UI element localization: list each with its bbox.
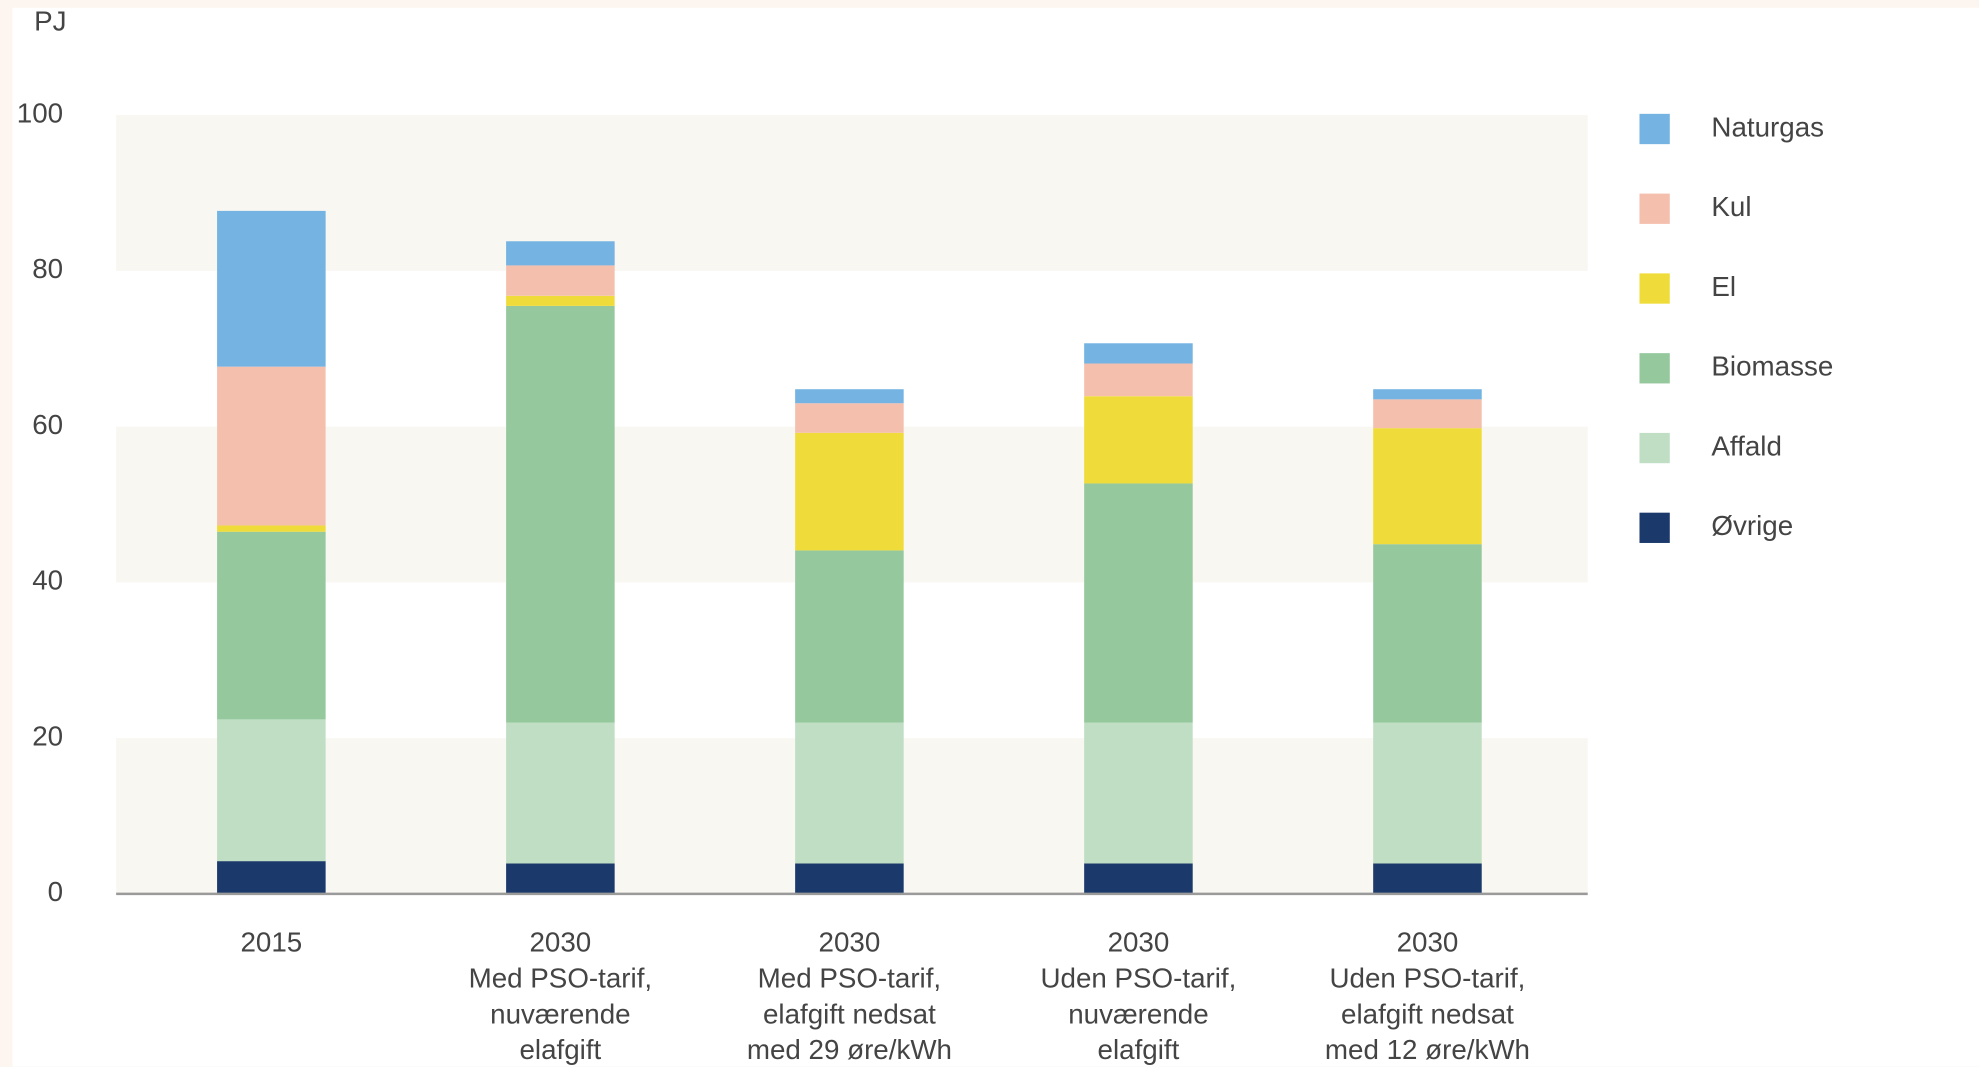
x-tick-label-line: 2030 (1108, 927, 1170, 958)
bar-segment (1084, 396, 1193, 484)
legend-swatch (1639, 273, 1670, 304)
x-tick-label-line: Uden PSO-tarif, (1040, 963, 1236, 994)
x-tick-label: 2030 Med PSO-tarif, nuværende elafgift (469, 927, 653, 1066)
bar-segment (1373, 389, 1482, 400)
x-tick-label: 2030 Uden PSO-tarif, nuværende elafgift (1040, 927, 1236, 1066)
bar-segment (217, 366, 326, 526)
x-tick-label: 2015 (240, 927, 302, 958)
bar-segment (217, 861, 326, 894)
y-tick-label: 0 (48, 876, 63, 907)
x-tick-label-line: elafgift (1098, 1035, 1180, 1066)
legend-label: Affald (1711, 430, 1781, 461)
bar-segment (506, 863, 615, 894)
legend-swatch (1639, 193, 1670, 224)
x-tick-label-line: Uden PSO-tarif, (1330, 963, 1526, 994)
bar-segment (795, 722, 904, 864)
bar-segment (1084, 863, 1193, 894)
legend-swatch (1639, 353, 1670, 384)
x-tick-label-line: 2015 (240, 927, 302, 958)
y-tick-label: 100 (17, 97, 63, 128)
x-tick-label-line: med 29 øre/kWh (747, 1035, 952, 1066)
y-tick-label: 20 (32, 720, 63, 751)
bar-segment (1084, 483, 1193, 723)
x-tick-label-line: elafgift nedsat (763, 999, 936, 1030)
bar-segment (217, 210, 326, 367)
x-tick-label-line: Med PSO-tarif, (469, 963, 653, 994)
bar-segment (1373, 399, 1482, 429)
y-tick-label: 60 (32, 409, 63, 440)
legend-label: Naturgas (1711, 111, 1824, 142)
bar-segment (795, 403, 904, 433)
y-tick-label: 40 (32, 565, 63, 596)
legend-label: El (1711, 271, 1736, 302)
x-tick-label-line: 2030 (1397, 927, 1459, 958)
bar-segment (1084, 343, 1193, 364)
grid-band (116, 115, 1588, 271)
x-tick-label-line: nuværende (490, 999, 630, 1030)
legend-swatch (1639, 512, 1670, 543)
bar-segment (795, 389, 904, 404)
legend-swatch (1639, 432, 1670, 464)
bar-segment (217, 525, 326, 532)
bar-segment (1084, 363, 1193, 397)
bar-segment (1084, 722, 1193, 864)
x-tick-label-line: elafgift (519, 1035, 601, 1066)
x-tick-label-line: Med PSO-tarif, (758, 963, 942, 994)
bar-segment (795, 432, 904, 551)
bar-segment (506, 305, 615, 723)
legend-label: Biomasse (1711, 351, 1833, 382)
bar-segment (1373, 428, 1482, 545)
bar-segment (795, 550, 904, 723)
y-tick-label: 80 (32, 253, 63, 284)
bar-segment (1373, 544, 1482, 723)
bar-segment (1373, 722, 1482, 864)
bar-segment (506, 722, 615, 864)
bar-segment (506, 241, 615, 266)
bar-segment (217, 531, 326, 720)
x-tick-label: 2030 Med PSO-tarif, elafgift nedsat med 29 … (747, 927, 952, 1066)
x-tick-label-line: 2030 (530, 927, 592, 958)
bar-segment (1373, 863, 1482, 894)
legend-label: Kul (1711, 191, 1751, 222)
x-tick-label: 2030 Uden PSO-tarif, elafgift nedsat med 12… (1325, 927, 1530, 1066)
bar-segment (795, 863, 904, 894)
bar-segment (217, 719, 326, 862)
x-tick-label-line: elafgift nedsat (1341, 999, 1514, 1030)
y-axis-label: PJ (34, 5, 66, 36)
bar-segment (506, 295, 615, 306)
x-tick-label-line: 2030 (819, 927, 881, 958)
x-tick-label-line: med 12 øre/kWh (1325, 1035, 1530, 1066)
legend-swatch (1639, 113, 1670, 145)
x-tick-label-line: nuværende (1068, 999, 1208, 1030)
bar-segment (506, 265, 615, 296)
legend-label: Øvrige (1711, 510, 1793, 541)
